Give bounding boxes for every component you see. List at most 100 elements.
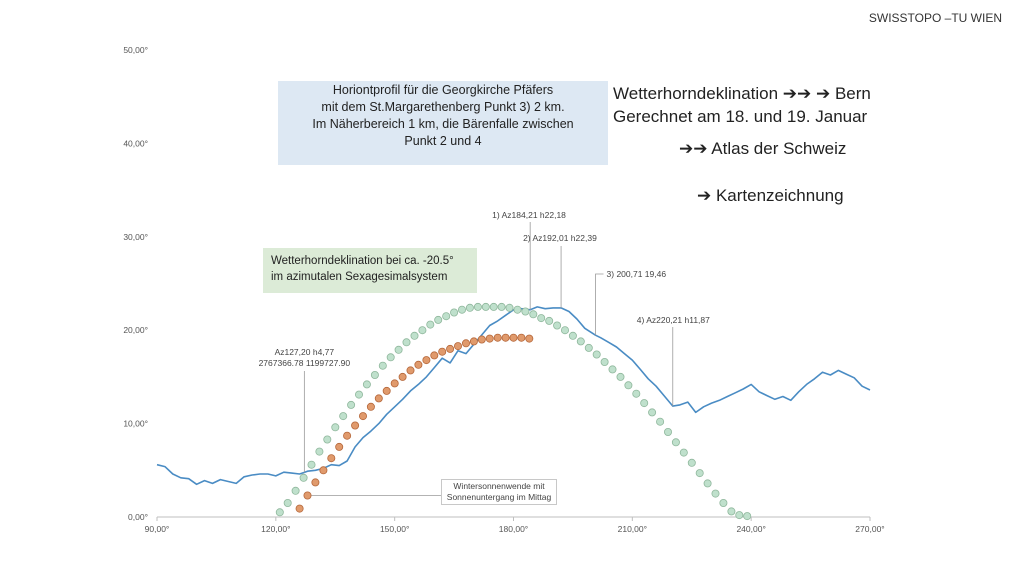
declination-point <box>703 479 712 488</box>
declination-point <box>632 389 641 398</box>
winter-solstice-point <box>509 333 518 342</box>
declination-point <box>386 353 395 362</box>
chart-series <box>156 302 871 521</box>
y-tick-label: 20,00° <box>123 325 148 335</box>
declination-label-line: Wetterhorndeklination bei ca. -20.5° <box>271 255 454 267</box>
declination-point <box>529 310 538 319</box>
winter-solstice-point <box>525 334 534 343</box>
declination-point <box>283 498 292 507</box>
winter-solstice-point <box>327 454 336 463</box>
declination-point <box>553 321 562 330</box>
y-tick-label: 40,00° <box>123 138 148 148</box>
winter-solstice-point <box>398 372 407 381</box>
horizon-profile-line <box>156 306 871 486</box>
winter-solstice-point <box>295 504 304 513</box>
profile-description-line: Horiontprofil für die Georgkirche Pfäfer… <box>332 83 554 97</box>
chart-axes: 90,00° 120,00° 150,00° 180,00° 210,00° 240,00… <box>123 45 884 534</box>
declination-point <box>671 438 680 447</box>
y-tick-label: 0,00° <box>128 512 148 522</box>
winter-solstice-point <box>366 402 375 411</box>
winter-solstice-line: Sonnenuntergang im Mittag <box>446 492 552 502</box>
declination-point <box>537 314 546 323</box>
winter-solstice-point <box>430 351 439 360</box>
declination-point <box>584 343 593 352</box>
declination-point <box>727 507 736 516</box>
declination-point <box>418 326 427 335</box>
declination-point <box>505 303 514 312</box>
winter-solstice-point <box>517 333 526 342</box>
declination-point <box>442 312 451 321</box>
annotation-label: Az127,20 h4,77 <box>275 347 335 357</box>
winter-solstice-point <box>358 412 367 421</box>
declination-point <box>568 331 577 340</box>
declination-point <box>719 498 728 507</box>
declination-point <box>315 447 324 456</box>
winter-solstice-point <box>501 333 510 342</box>
winter-solstice-point <box>335 442 344 451</box>
profile-description-line: Punkt 2 und 4 <box>404 134 482 148</box>
x-tick-label: 240,00° <box>736 524 765 534</box>
declination-point <box>592 350 601 359</box>
winter-solstice-point <box>485 334 494 343</box>
winter-solstice-point <box>319 466 328 475</box>
declination-point <box>457 305 466 314</box>
x-tick-label: 150,00° <box>380 524 409 534</box>
y-tick-label: 50,00° <box>123 45 148 55</box>
declination-point <box>410 331 419 340</box>
profile-description-line: mit dem St.Margarethenberg Punkt 3) 2 km… <box>321 100 565 114</box>
x-tick-label: 270,00° <box>855 524 884 534</box>
declination-point <box>347 400 356 409</box>
winter-solstice-point <box>374 394 383 403</box>
x-tick-label: 90,00° <box>145 524 170 534</box>
declination-point <box>394 345 403 354</box>
winter-solstice-callout: Wintersonnenwende mit Sonnenuntergang im… <box>441 479 557 505</box>
winter-solstice-point <box>469 337 478 346</box>
profile-description-box: Horiontprofil für die Georgkirche Pfäfer… <box>278 81 608 165</box>
declination-label-box: Wetterhorndeklination bei ca. -20.5° im … <box>263 248 477 293</box>
declination-point <box>640 399 649 408</box>
winter-solstice-point <box>351 421 360 430</box>
declination-point <box>465 303 474 312</box>
declination-point <box>521 307 530 316</box>
winter-solstice-point <box>461 339 470 348</box>
declination-point <box>434 315 443 324</box>
declination-point <box>679 448 688 457</box>
declination-point <box>616 372 625 381</box>
annotation-leader-line <box>595 273 604 336</box>
declination-label-line: im azimutalen Sexagesimalsystem <box>271 271 448 283</box>
declination-point <box>354 390 363 399</box>
declination-point <box>576 337 585 346</box>
annotation-label: 3) 200,71 19,46 <box>607 269 667 279</box>
declination-point <box>323 435 332 444</box>
side-note-atlas: ➔➔ Atlas der Schweiz <box>679 139 847 158</box>
declination-point <box>545 316 554 325</box>
annotation-label: 2) Az192,01 h22,39 <box>523 233 597 243</box>
winter-solstice-point <box>311 478 320 487</box>
winter-solstice-point <box>343 431 352 440</box>
x-tick-label: 180,00° <box>499 524 528 534</box>
winter-solstice-point <box>446 344 455 353</box>
winter-solstice-point <box>382 386 391 395</box>
declination-point <box>513 305 522 314</box>
winter-solstice-point <box>390 379 399 388</box>
declination-point <box>743 512 752 521</box>
declination-point <box>489 302 498 311</box>
declination-point <box>497 302 506 311</box>
annotation-label-coordinates: 2767366.78 1199727.90 <box>259 358 351 368</box>
profile-description-line: Im Näherbereich 1 km, die Bärenfalle zwi… <box>312 117 574 131</box>
declination-point <box>600 357 609 366</box>
winter-solstice-point <box>406 366 415 375</box>
declination-point <box>735 511 744 520</box>
declination-point <box>481 302 490 311</box>
declination-point <box>291 486 300 495</box>
declination-point <box>711 489 720 498</box>
declination-point <box>362 380 371 389</box>
declination-point <box>624 381 633 390</box>
declination-point <box>450 308 459 317</box>
winter-solstice-point <box>493 333 502 342</box>
side-note-date: Gerechnet am 18. und 19. Januar <box>613 107 868 126</box>
x-tick-label: 210,00° <box>618 524 647 534</box>
declination-point <box>307 460 316 469</box>
declination-point <box>339 412 348 421</box>
